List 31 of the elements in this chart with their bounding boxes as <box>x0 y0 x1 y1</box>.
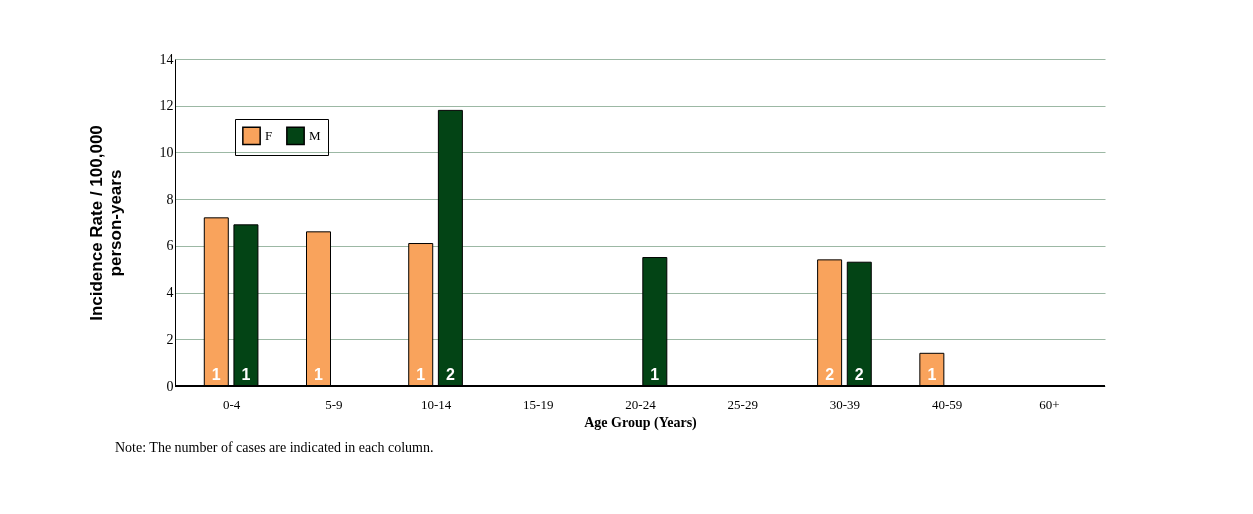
x-tick-label: 25-29 <box>727 396 758 412</box>
annotation: 1 <box>211 366 221 383</box>
y-tick-label: 10 <box>159 144 174 160</box>
y-axis-title: Incidence Rate / 100,000 person-years <box>86 125 125 321</box>
y-tick-label: 12 <box>159 98 174 114</box>
x-tick-label: 10-14 <box>420 396 452 412</box>
annotation: 1 <box>927 366 937 383</box>
legend-label: M <box>309 127 321 143</box>
x-axis-title: Age Group (Years) <box>584 414 698 431</box>
annotation: 1 <box>314 366 324 383</box>
annotation: 2 <box>854 366 864 383</box>
y-tick-label: 4 <box>166 285 174 301</box>
annotation: 1 <box>650 366 660 383</box>
x-tick-label: 60+ <box>1039 396 1060 412</box>
y-tick-label: 14 <box>159 51 174 67</box>
x-tick-label: 40-59 <box>931 396 963 412</box>
y-tick-label: 2 <box>166 331 174 347</box>
text: Note: The number of cases are indicated in each column. <box>115 440 434 455</box>
x-tick-label: 5-9 <box>325 396 343 412</box>
y-tick-label: 6 <box>166 238 174 254</box>
x-tick-label: 0-4 <box>222 396 241 412</box>
x-tick-label: 15-19 <box>523 396 554 412</box>
x-tick-label: 20-24 <box>625 396 657 412</box>
annotation: 1 <box>416 366 426 383</box>
annotation: 2 <box>445 366 455 383</box>
legend-label: F <box>265 127 273 143</box>
y-tick-label: 0 <box>166 378 174 394</box>
annotation: 2 <box>825 366 835 383</box>
x-tick-label: 30-39 <box>829 396 861 412</box>
annotation: 1 <box>241 366 251 383</box>
y-tick-label: 8 <box>166 191 174 207</box>
